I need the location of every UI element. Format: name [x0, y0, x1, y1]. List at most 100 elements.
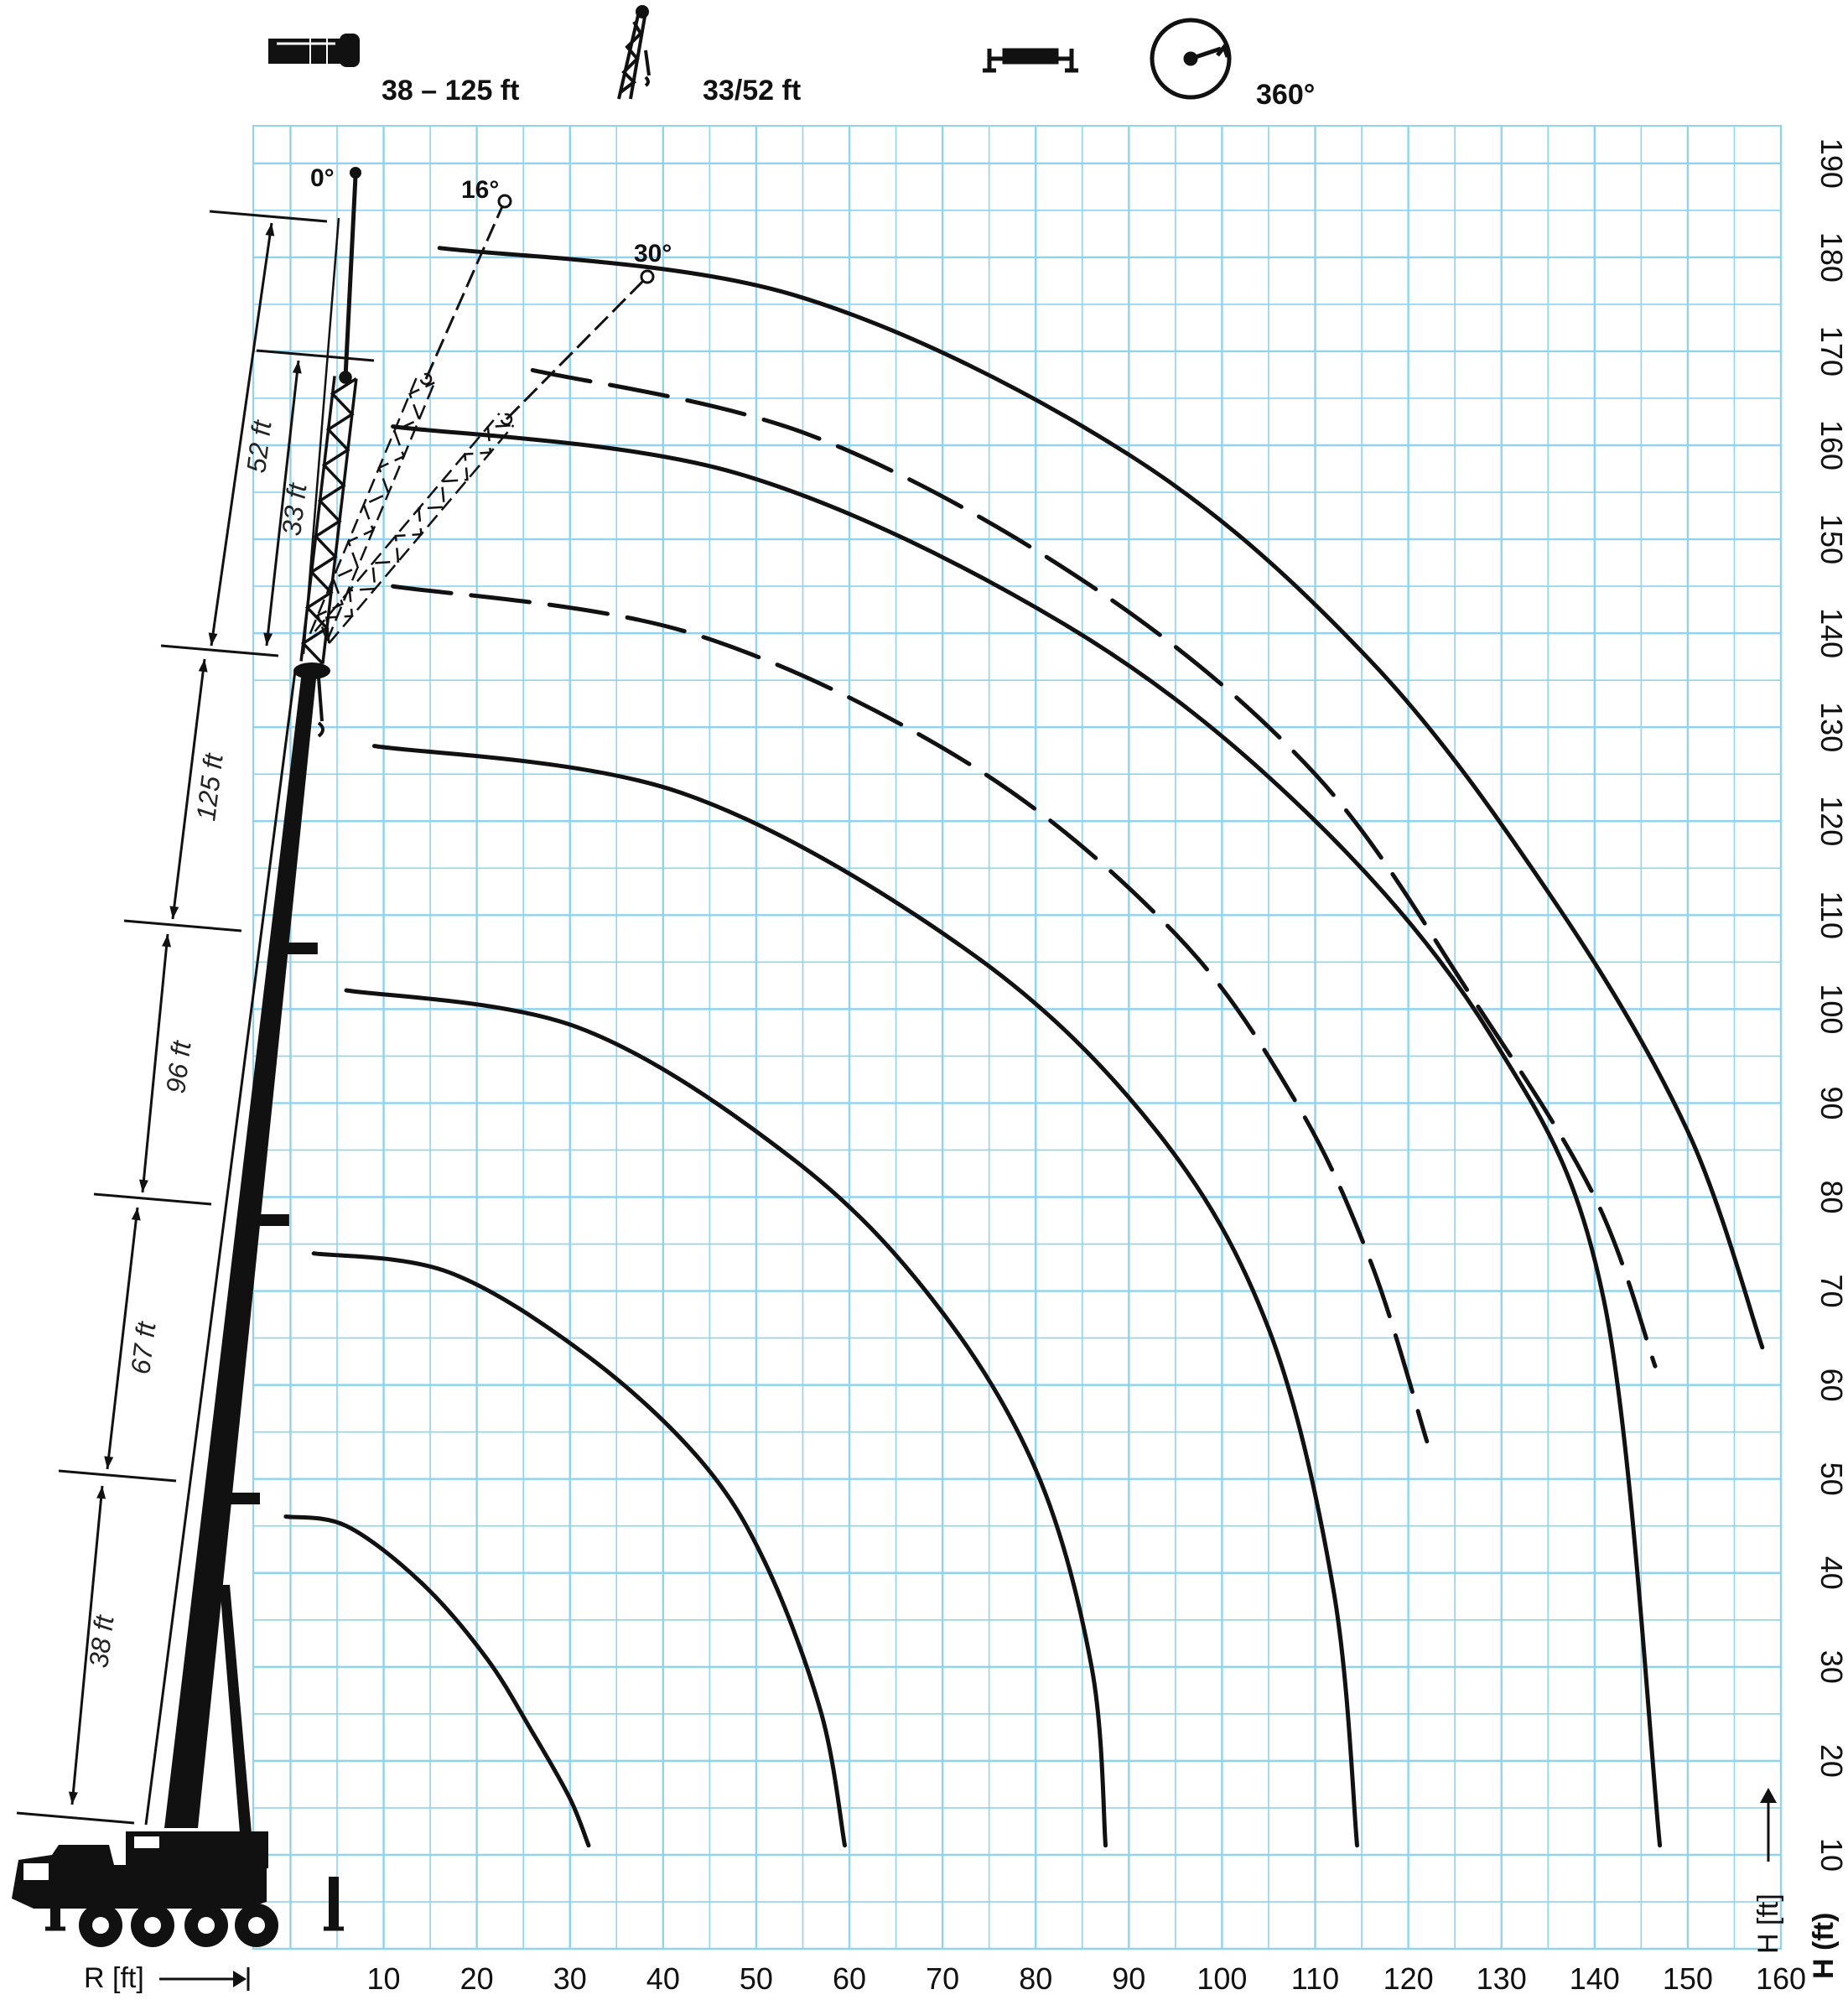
- luffing-cylinder: [220, 1585, 252, 1833]
- jib-tip-30-deg: [640, 269, 655, 284]
- y-tick-label: 50: [1814, 1462, 1848, 1496]
- dimension-line: [265, 360, 300, 647]
- boom-section-label-67: 67 ft: [125, 1320, 161, 1376]
- x-tick-label: 120: [1383, 1961, 1434, 1996]
- dimension-arrow: [198, 659, 208, 673]
- dimension-arrow: [104, 1456, 114, 1469]
- y-tick-label: 110: [1814, 891, 1848, 939]
- y-tick-label: 80: [1814, 1180, 1848, 1213]
- jib-angle-16: 16°: [461, 176, 499, 204]
- outrigger-right: [329, 1877, 339, 1927]
- y-tick-label: 170: [1814, 326, 1848, 377]
- jib-lacing: [316, 382, 435, 641]
- y-axis-title: H (ft): [1808, 1913, 1840, 1979]
- x-axis-label: R [ft]: [84, 1962, 250, 1994]
- y-tick-label: 160: [1814, 420, 1848, 470]
- dimension-arrow: [265, 223, 275, 236]
- cab-window: [23, 1863, 49, 1880]
- chart-grid: [252, 125, 1783, 1950]
- y-tick-label: 130: [1814, 702, 1848, 752]
- jib-lengths-label: 33/52 ft: [703, 75, 801, 106]
- y-axis-label: H [ft] H (ft): [1752, 1788, 1840, 1979]
- jib-extension-30-deg: [505, 277, 647, 421]
- boom-section-label-38: 38 ft: [83, 1613, 119, 1670]
- x-tick-label: 150: [1663, 1961, 1713, 1996]
- x-tick-label: 90: [1112, 1961, 1145, 1996]
- x-tick-label: 70: [926, 1961, 959, 1996]
- y-tick-label: 20: [1814, 1744, 1848, 1778]
- dimension-arrow: [138, 1179, 148, 1192]
- dimension-arrow: [96, 1486, 106, 1499]
- dim-tick-jib-33: [256, 349, 375, 362]
- telescopic-boom-icon: [268, 34, 360, 67]
- y-tick-label: 100: [1814, 984, 1848, 1034]
- x-tick-label: 10: [367, 1961, 401, 1996]
- dimension-jib-33ft: [263, 360, 302, 647]
- axis-ticks: 10 20 30 40 50 60 70 80 90 100 110 120 130 140 150 160 1…: [367, 138, 1848, 1996]
- dim-tick-67: [93, 1192, 212, 1206]
- crane-carrier: [12, 1831, 344, 1947]
- boom-section-label-125: 125 ft: [190, 751, 229, 823]
- range-curve-dashed-7: [530, 367, 1658, 1369]
- jib-section-labels: 33 ft 52 ft: [241, 418, 312, 538]
- dim-tick-38: [58, 1469, 177, 1483]
- lattice-jib-icon: [617, 5, 651, 100]
- x-tick-label: 100: [1197, 1961, 1247, 1996]
- range-curve-solid-6: [391, 424, 1663, 1848]
- dimension-96ft: [138, 933, 172, 1193]
- dimension-125ft: [169, 658, 208, 920]
- dimension-arrow: [208, 632, 218, 646]
- boom-section-joint: [287, 943, 318, 954]
- dimension-arrow: [68, 1791, 78, 1805]
- x-tick-label: 60: [833, 1961, 866, 1996]
- dimension-line: [171, 658, 206, 920]
- wheel-hub: [92, 1917, 109, 1934]
- jib-chord: [314, 413, 501, 632]
- y-tick-label: 140: [1814, 608, 1848, 658]
- carrier-body: [12, 1845, 267, 1909]
- y-tick-label: 70: [1814, 1275, 1848, 1308]
- outrigger-base-icon: [983, 48, 1078, 73]
- working-range-curves: [283, 246, 1765, 1848]
- dimension-jib-52ft: [208, 222, 275, 647]
- jib-extension-16-deg: [424, 204, 505, 380]
- slewing-label: 360°: [1256, 79, 1315, 111]
- jib-lacing: [300, 377, 357, 665]
- dim-tick-125: [160, 644, 279, 657]
- range-curve-solid-3: [344, 988, 1108, 1848]
- crane-drawing: [12, 167, 655, 1947]
- jib-angle-labels: 0° 16° 30°: [310, 164, 672, 268]
- range-curve-solid-1: [283, 1514, 591, 1848]
- jib-section-label-52: 52 ft: [241, 418, 277, 475]
- dimension-line: [141, 933, 169, 1193]
- y-tick-label: 30: [1814, 1650, 1848, 1684]
- dimension-arrow: [162, 934, 172, 948]
- jib-chord: [326, 382, 436, 641]
- jib-extension-0-deg: [343, 175, 358, 378]
- x-tick-label: 110: [1291, 1961, 1339, 1996]
- x-tick-label: 80: [1019, 1961, 1052, 1996]
- dim-tick-base: [16, 1811, 135, 1825]
- main-hook: [317, 677, 324, 738]
- jib-angle-30: 30°: [634, 240, 672, 268]
- dimension-line: [70, 1485, 104, 1805]
- outrigger-left: [50, 1897, 60, 1929]
- dimension-line: [106, 1207, 139, 1470]
- wheel-hub: [248, 1917, 265, 1934]
- jib-tip-0-deg: [350, 167, 361, 179]
- range-curve-solid-4: [371, 744, 1359, 1848]
- dimension-arrow: [292, 361, 302, 374]
- y-axis-title-rotated: H [ft]: [1752, 1893, 1784, 1954]
- y-tick-label: 40: [1814, 1556, 1848, 1590]
- jib-section-label-33: 33 ft: [276, 481, 312, 538]
- x-tick-label: 50: [740, 1961, 773, 1996]
- range-curve-solid-2: [311, 1251, 847, 1848]
- y-tick-label: 190: [1814, 138, 1848, 189]
- x-tick-label: 20: [460, 1961, 494, 1996]
- dim-tick-jib-52: [209, 210, 328, 223]
- telescopic-boom: [144, 662, 330, 1833]
- dimension-arrow: [131, 1208, 141, 1221]
- dim-tick-96: [123, 919, 242, 932]
- x-tick-label: 40: [646, 1961, 680, 1996]
